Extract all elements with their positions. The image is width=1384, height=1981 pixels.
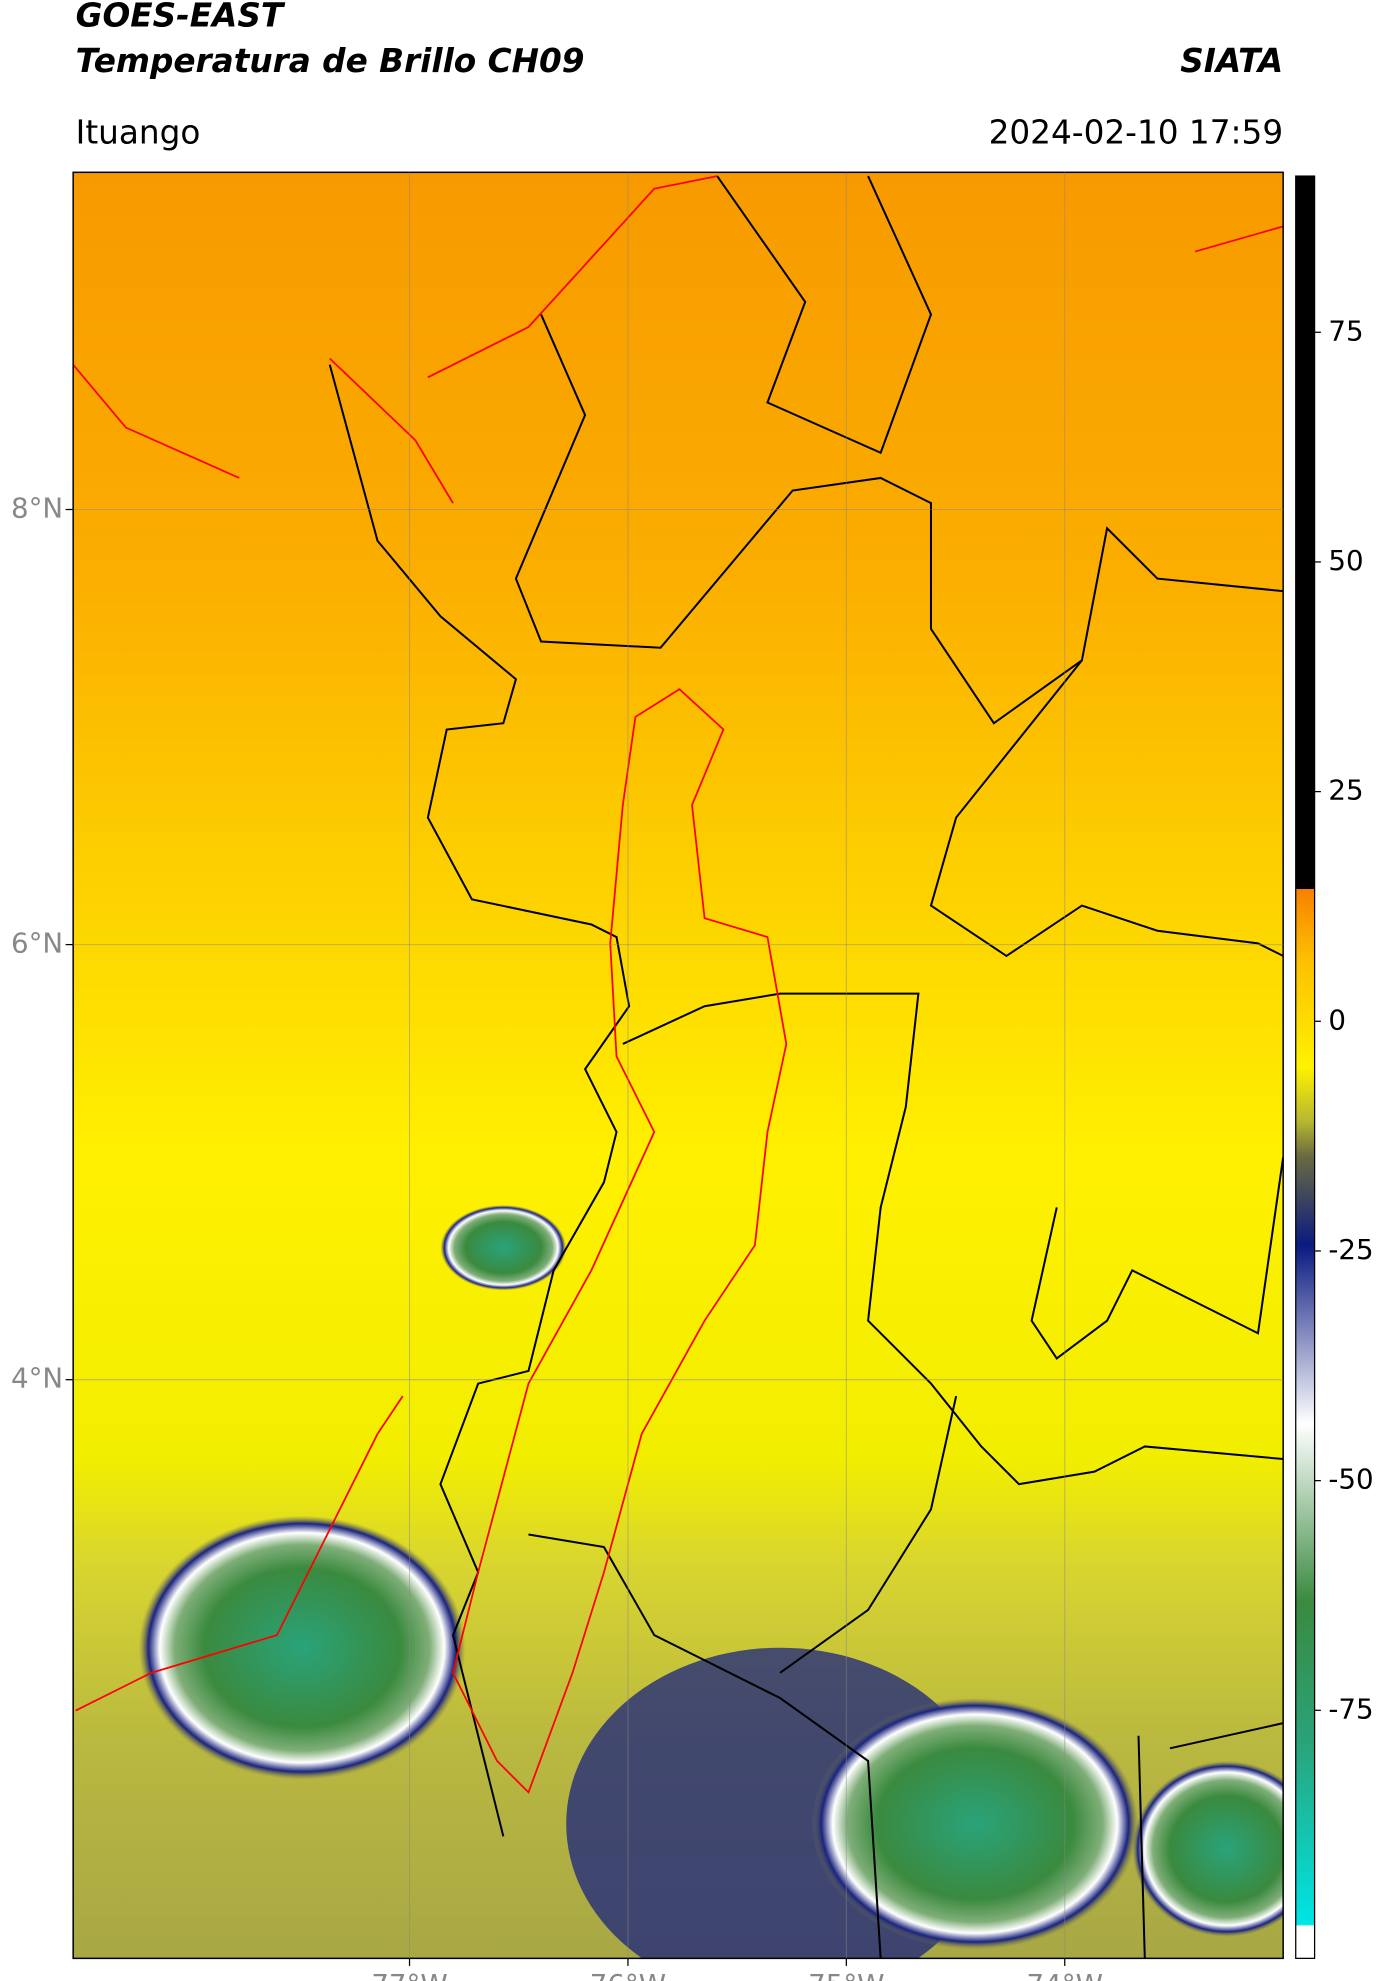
storm — [138, 1515, 466, 1780]
lon-label: 76°W — [590, 1968, 666, 1981]
lon-label: 75°W — [808, 1968, 884, 1981]
subtitle: Temperatura de Brillo CH09 — [76, 42, 585, 80]
borders — [328, 175, 1284, 1959]
location: Ituango — [76, 114, 201, 152]
colorbar-label: 75 — [1328, 314, 1363, 347]
map — [73, 172, 1284, 1959]
storm — [1132, 1760, 1284, 1937]
storm — [440, 1204, 567, 1291]
axes: 8°N 6°N 4°N 77°W 76°W 75°W 74°W 75 50 25 0 -25 -50 -7… — [11, 172, 1374, 1981]
title: GOES-EAST — [76, 0, 286, 35]
lat-label: 6°N — [11, 927, 63, 960]
colorbar-label: 25 — [1328, 774, 1363, 807]
datetime: 2024-02-10 17:59 — [989, 114, 1284, 152]
lat-label: 8°N — [11, 492, 63, 525]
colorbar-label: -25 — [1328, 1233, 1373, 1266]
lon-label: 77°W — [371, 1968, 447, 1981]
lon-label: 74°W — [1027, 1968, 1103, 1981]
colorbar — [1295, 175, 1316, 1959]
colorbar-label: -50 — [1328, 1463, 1373, 1496]
brand: SIATA — [1180, 42, 1283, 80]
storm — [811, 1698, 1139, 1950]
lat-label: 4°N — [11, 1362, 63, 1395]
colorbar-label: 50 — [1328, 544, 1363, 577]
river-basin — [73, 175, 1284, 1794]
colorbar-label: 0 — [1328, 1003, 1346, 1036]
map-frame — [72, 171, 1284, 1960]
colorbar-label: -75 — [1328, 1692, 1373, 1725]
